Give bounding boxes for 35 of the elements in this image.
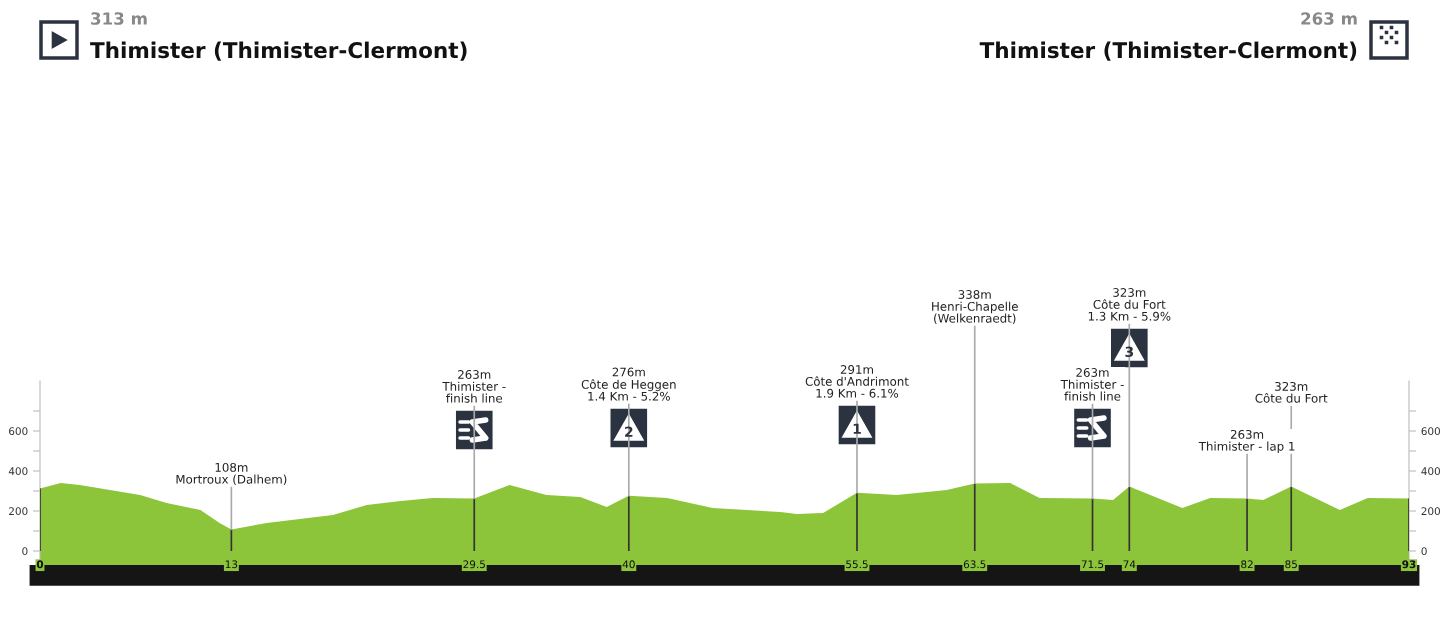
text: 263 m [1301,12,1357,25]
y2-tick-label: 400 [1421,467,1440,476]
y-tick-label: 0 [22,547,28,556]
annotation: 108m Mortroux (Dalhem) [176,462,287,486]
x-tick-label: 82 [1241,560,1253,569]
x-tick-label: 40 [622,560,635,569]
text: Thimister (Thimister-Clermont) [979,41,1357,61]
y-tick-label: 600 [9,427,28,436]
annotation: 1 [853,423,861,434]
annotation: 263m Thimister - lap 1 [1198,429,1295,453]
y-tick-label: 200 [9,507,28,516]
x-tick-label: 13 [225,560,238,569]
annotation: 263m Thimister - finish line [1060,368,1124,401]
x-tick-label: 29.5 [463,560,485,569]
x-tick-label: 74 [1123,560,1136,569]
y2-tick-label: 600 [1421,427,1440,436]
annotation: 2 [625,426,633,437]
annotation: 291m Côte d'Andrimont 1.9 Km - 6.1% [805,365,909,398]
annotation: 263m Thimister - finish line [442,370,506,403]
annotation: 276m Côte de Heggen 1.4 Km - 5.2% [581,367,676,401]
y2-tick-label: 200 [1421,507,1440,516]
y-tick-label: 400 [8,467,28,476]
text: 3 [1125,346,1134,358]
x-tick-label: 93 [1402,560,1416,569]
annotation: 323m Côte du Fort [1255,381,1328,403]
x-tick-label: 85 [1285,560,1297,569]
text: 313 m [91,12,147,25]
annotation: 323m Côte du Fort 1.3 Km - 5.9% [1088,288,1171,321]
text: Thimister (Thimister-Clermont) [90,41,467,61]
x-tick-label: 63.5 [963,560,986,569]
x-tick-label: 55.5 [846,560,868,569]
y2-tick-label: 0 [1421,547,1427,556]
x-tick-label: 71.5 [1081,560,1104,569]
annotation: 338m Henri-Chapelle (Welkenraedt) [932,290,1018,325]
x-tick-label: 0 [36,560,44,569]
